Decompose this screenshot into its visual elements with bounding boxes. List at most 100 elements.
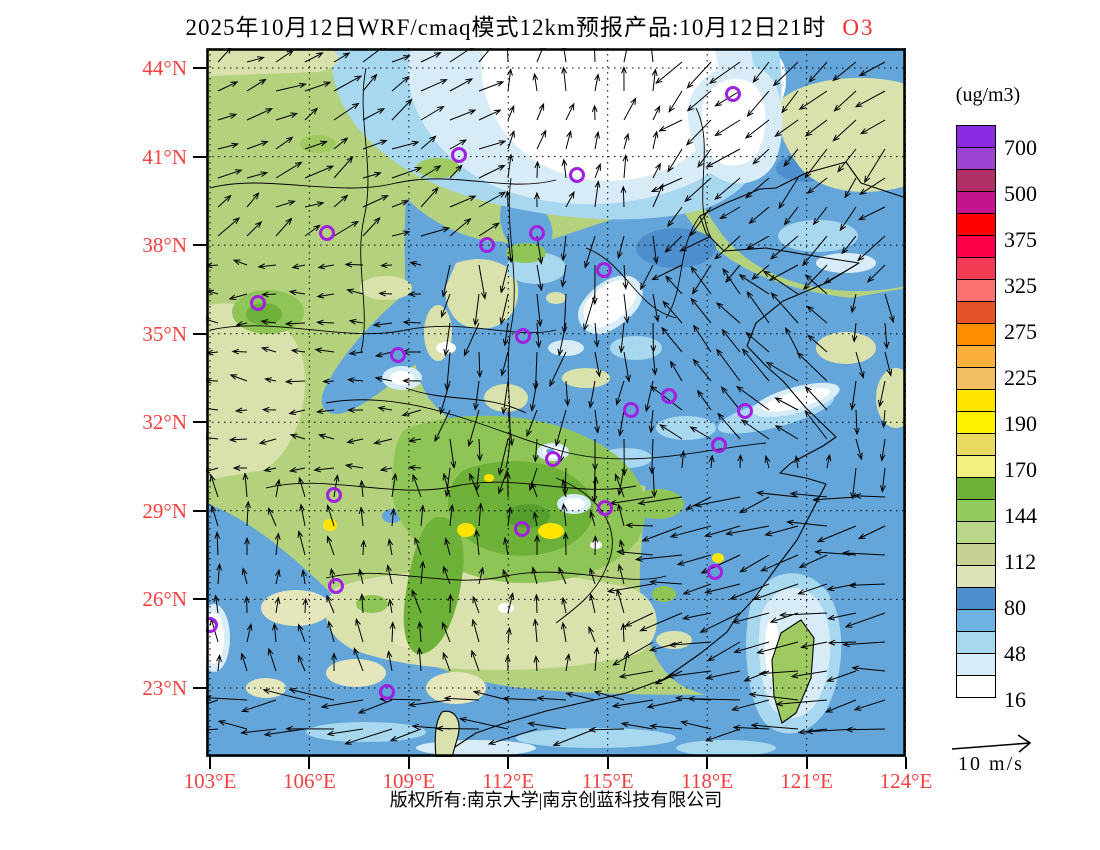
legend-label: 275 xyxy=(1004,319,1037,344)
legend-label: 170 xyxy=(1004,457,1037,482)
city-marker xyxy=(515,328,531,344)
legend-cell xyxy=(956,477,996,500)
city-marker xyxy=(623,402,639,418)
lat-axis-tick xyxy=(193,598,206,601)
lat-tick-label: 29°N xyxy=(142,498,187,523)
city-marker xyxy=(379,684,395,700)
lon-axis-tick xyxy=(407,757,410,769)
lat-axis-tick xyxy=(193,509,206,512)
legend-label: 190 xyxy=(1004,411,1037,436)
lat-tick-label: 32°N xyxy=(142,410,187,435)
lon-tick-label: 118°E xyxy=(681,769,734,793)
lon-tick-label: 121°E xyxy=(780,769,833,793)
lon-axis-tick xyxy=(507,757,510,769)
legend-cell xyxy=(956,609,996,632)
legend-label: 325 xyxy=(1004,273,1037,298)
city-marker xyxy=(725,86,741,102)
lon-tick-label: 112°E xyxy=(482,769,535,793)
legend-cell xyxy=(956,345,996,368)
lon-tick-label: 103°E xyxy=(183,769,237,793)
lon-axis-tick xyxy=(706,757,709,769)
legend-cell xyxy=(956,433,996,456)
city-marker xyxy=(326,487,342,503)
city-marker xyxy=(390,347,406,363)
graticule xyxy=(206,48,907,757)
legend-cell xyxy=(956,389,996,412)
legend-cell xyxy=(956,455,996,478)
legend-label: 700 xyxy=(1004,135,1037,160)
legend-label: 144 xyxy=(1004,503,1037,528)
legend-label: 80 xyxy=(1004,595,1026,620)
legend-cell xyxy=(956,411,996,434)
city-marker xyxy=(661,388,677,404)
legend-label: 48 xyxy=(1004,641,1026,666)
copyright-text: 版权所有:南京大学|南京创蓝科技有限公司 xyxy=(389,790,723,810)
city-marker xyxy=(328,578,344,594)
figure-title: 2025年10月12日WRF/cmaq模式12km预报产品:10月12日21时 O… xyxy=(0,8,1060,42)
coastline xyxy=(445,161,907,758)
legend-label: 112 xyxy=(1004,549,1037,574)
wind-reference-arrow-icon xyxy=(951,734,1032,753)
lon-axis-tick xyxy=(905,757,907,769)
legend-label: 375 xyxy=(1004,227,1037,252)
city-marker xyxy=(569,167,585,183)
lat-axis-tick xyxy=(193,686,206,689)
title-text: 2025年10月12日WRF/cmaq模式12km预报产品:10月12日21时 xyxy=(185,15,827,40)
lat-tick-label: 26°N xyxy=(142,587,187,612)
legend-cell xyxy=(956,543,996,566)
city-marker xyxy=(514,521,530,537)
lat-axis-tick xyxy=(193,244,206,247)
lat-tick-label: 23°N xyxy=(142,675,187,700)
city-marker xyxy=(319,225,335,241)
map-canvas xyxy=(170,35,916,758)
lat-axis-tick xyxy=(193,421,206,424)
city-marker xyxy=(596,262,612,278)
legend-colorbar xyxy=(956,125,996,698)
legend-cell xyxy=(956,675,996,698)
lon-axis-tick xyxy=(606,757,609,769)
map-frame xyxy=(206,48,906,757)
city-marker xyxy=(451,147,467,163)
lat-axis-tick xyxy=(193,155,206,158)
legend-cell xyxy=(956,147,996,170)
title-species: O3 xyxy=(842,15,875,40)
lon-axis-tick xyxy=(308,757,311,769)
legend-cell xyxy=(956,521,996,544)
o3-map xyxy=(170,35,916,758)
legend-cell xyxy=(956,301,996,324)
city-marker xyxy=(707,564,723,580)
legend-cell xyxy=(956,367,996,390)
legend-cell xyxy=(956,125,996,148)
city-marker xyxy=(711,437,727,453)
city-marker xyxy=(597,500,613,516)
city-marker xyxy=(545,451,561,467)
legend-cell xyxy=(956,235,996,258)
lon-tick-label: 115°E xyxy=(581,769,634,793)
lat-axis-tick xyxy=(193,67,206,69)
legend-cell xyxy=(956,257,996,280)
lat-tick-label: 35°N xyxy=(142,321,187,346)
lon-tick-label: 124°E xyxy=(879,769,933,793)
lon-tick-label: 106°E xyxy=(283,769,336,793)
city-marker xyxy=(529,225,545,241)
legend-unit: (ug/m3) xyxy=(955,84,1021,106)
legend-cell xyxy=(956,565,996,588)
lon-tick-label: 109°E xyxy=(382,769,436,793)
legend-cell xyxy=(956,631,996,654)
lat-tick-label: 44°N xyxy=(142,56,187,80)
legend-cell xyxy=(956,191,996,214)
wind-reference-label: 10 m/s xyxy=(958,753,1024,775)
legend-cell xyxy=(956,323,996,346)
lat-axis-tick xyxy=(193,332,206,335)
legend-cell xyxy=(956,653,996,676)
legend-cell xyxy=(956,169,996,192)
legend-label: 16 xyxy=(1004,687,1026,712)
city-marker xyxy=(250,295,266,311)
lon-axis-tick xyxy=(805,757,808,769)
legend-label: 225 xyxy=(1004,365,1037,390)
legend-cell xyxy=(956,587,996,610)
legend-cell xyxy=(956,213,996,236)
wind-vector-field xyxy=(170,35,895,746)
legend-cell xyxy=(956,499,996,522)
